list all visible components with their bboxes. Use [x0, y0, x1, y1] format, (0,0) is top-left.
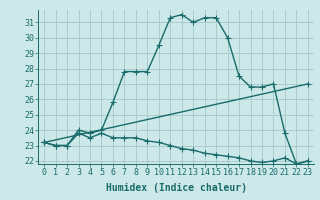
- X-axis label: Humidex (Indice chaleur): Humidex (Indice chaleur): [106, 183, 246, 193]
